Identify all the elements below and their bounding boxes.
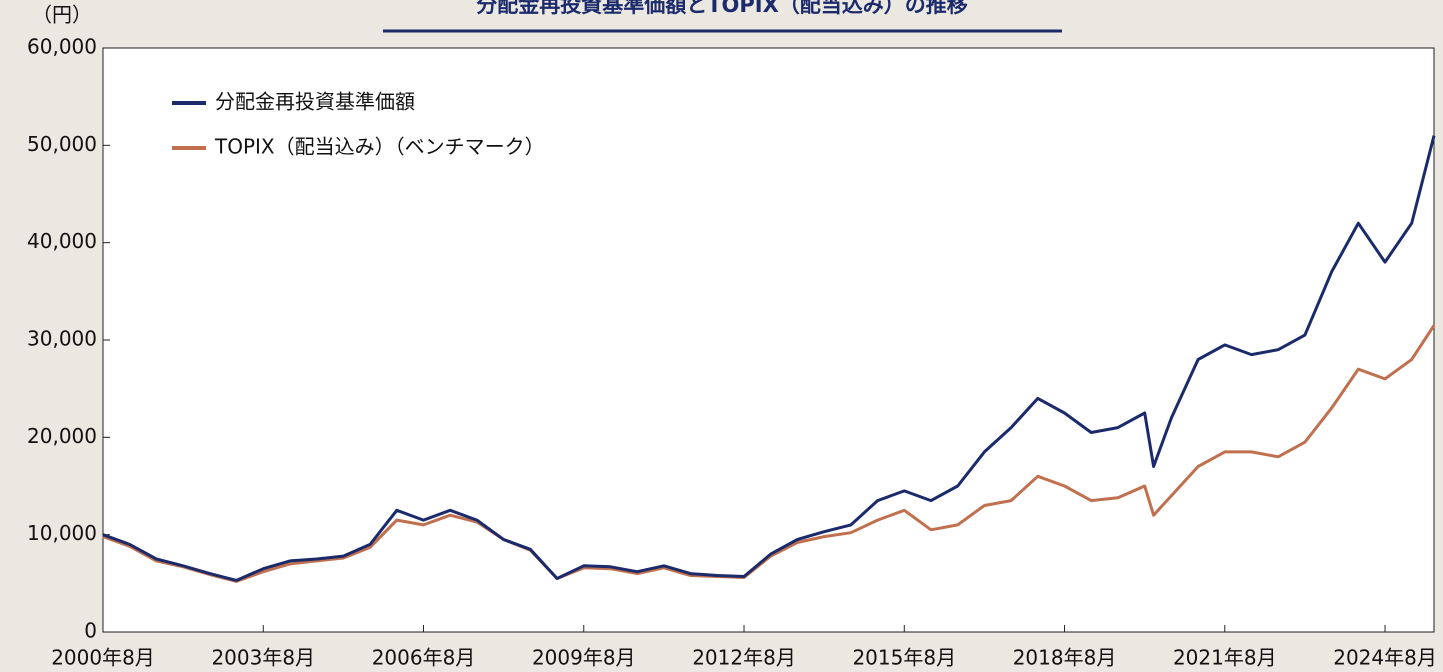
- y-tick-label: 30,000: [27, 327, 97, 351]
- x-tick-label: 2003年8月: [211, 646, 315, 670]
- y-tick-label: 60,000: [27, 35, 97, 59]
- y-unit: （円）: [32, 3, 92, 27]
- x-tick-label: 2000年8月: [51, 646, 155, 670]
- y-tick-label: 40,000: [27, 229, 97, 253]
- x-tick-label: 2009年8月: [532, 646, 636, 670]
- x-tick-label: 2015年8月: [852, 646, 956, 670]
- chart-title: 分配金再投資基準価額とTOPIX（配当込み）の推移: [476, 0, 968, 17]
- y-tick-label: 20,000: [27, 424, 97, 448]
- x-tick-label: 2024年8月: [1333, 646, 1437, 670]
- y-tick-label: 0: [84, 619, 97, 643]
- legend-label: 分配金再投資基準価額: [215, 90, 415, 114]
- y-tick-label: 10,000: [27, 521, 97, 545]
- x-tick-label: 2012年8月: [692, 646, 796, 670]
- x-tick-label: 2006年8月: [372, 646, 476, 670]
- plot-area: [102, 47, 1435, 633]
- series-line: [102, 135, 1436, 582]
- x-tick-label: 2018年8月: [1013, 646, 1117, 670]
- y-tick-label: 50,000: [27, 132, 97, 156]
- series-line: [102, 324, 1436, 583]
- legend-label: TOPIX（配当込み）（ベンチマーク）: [214, 135, 545, 159]
- x-tick-label: 2021年8月: [1173, 646, 1277, 670]
